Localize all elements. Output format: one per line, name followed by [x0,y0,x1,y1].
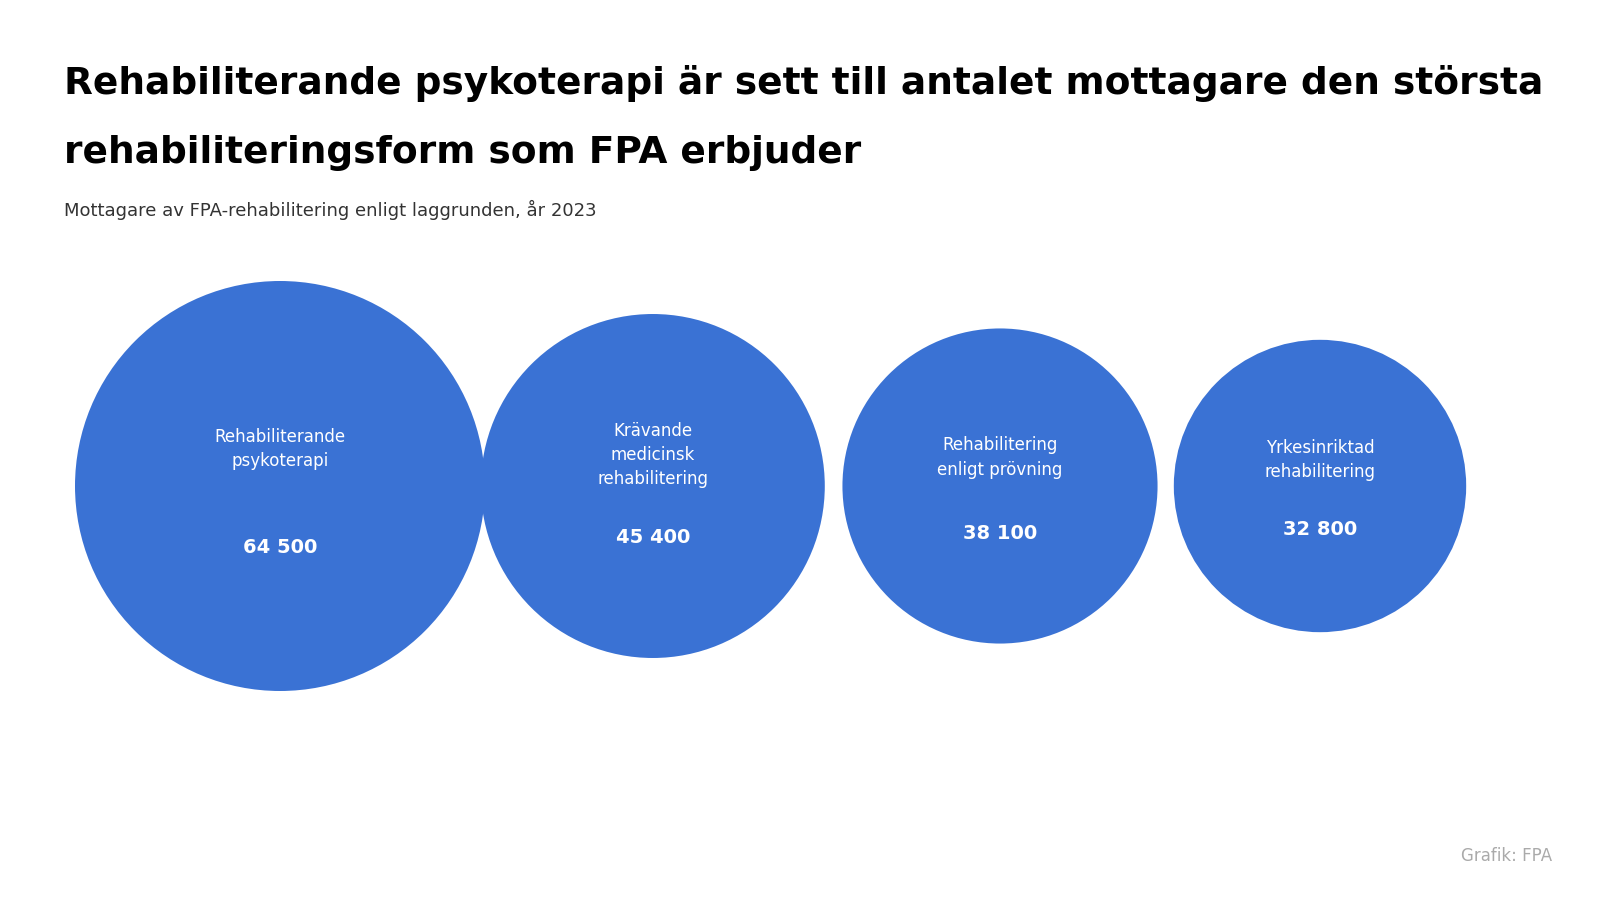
Text: Rehabiliterande psykoterapi är sett till antalet mottagare den största: Rehabiliterande psykoterapi är sett till… [64,65,1544,102]
Text: Grafik: FPA: Grafik: FPA [1461,847,1552,865]
Text: rehabiliteringsform som FPA erbjuder: rehabiliteringsform som FPA erbjuder [64,135,861,171]
Text: Rehabiliterande
psykoterapi: Rehabiliterande psykoterapi [214,428,346,470]
Text: 64 500: 64 500 [243,538,317,557]
Text: 38 100: 38 100 [963,524,1037,543]
Text: Rehabilitering
enligt prövning: Rehabilitering enligt prövning [938,436,1062,479]
Text: 32 800: 32 800 [1283,520,1357,539]
Ellipse shape [75,281,485,691]
Ellipse shape [482,314,824,658]
Ellipse shape [1174,340,1466,632]
Text: Krävande
medicinsk
rehabilitering: Krävande medicinsk rehabilitering [597,422,709,489]
Text: Mottagare av FPA-rehabilitering enligt laggrunden, år 2023: Mottagare av FPA-rehabilitering enligt l… [64,200,597,220]
Text: 45 400: 45 400 [616,528,690,547]
Ellipse shape [843,328,1157,644]
Text: Yrkesinriktad
rehabilitering: Yrkesinriktad rehabilitering [1264,438,1376,481]
